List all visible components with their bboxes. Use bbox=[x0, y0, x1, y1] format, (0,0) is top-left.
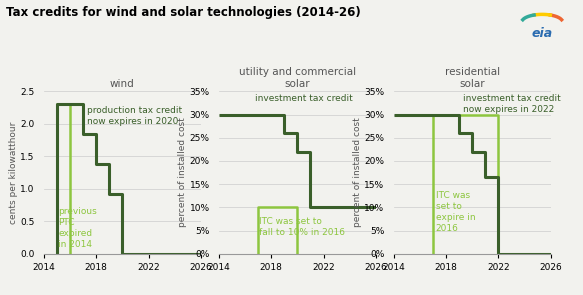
Y-axis label: cents per kilowatthour: cents per kilowatthour bbox=[9, 121, 17, 224]
Text: Tax credits for wind and solar technologies (2014-26): Tax credits for wind and solar technolog… bbox=[6, 6, 360, 19]
Text: previous
PTC
expired
in 2014: previous PTC expired in 2014 bbox=[58, 207, 97, 249]
Y-axis label: percent of installed cost: percent of installed cost bbox=[178, 118, 187, 227]
Text: ITC was set to
fall to 10% in 2016: ITC was set to fall to 10% in 2016 bbox=[259, 217, 345, 237]
Text: ITC was
set to
expire in
2016: ITC was set to expire in 2016 bbox=[436, 191, 475, 233]
Title: utility and commercial
solar: utility and commercial solar bbox=[239, 67, 356, 89]
Y-axis label: percent of installed cost: percent of installed cost bbox=[353, 118, 361, 227]
Text: production tax credit
now expires in 2020: production tax credit now expires in 202… bbox=[87, 106, 182, 126]
Text: investment tax credit: investment tax credit bbox=[255, 94, 353, 103]
Text: investment tax credit
now expires in 2022: investment tax credit now expires in 202… bbox=[463, 94, 561, 114]
Title: residential
solar: residential solar bbox=[445, 67, 500, 89]
Title: wind: wind bbox=[110, 79, 135, 89]
Text: eia: eia bbox=[532, 27, 553, 40]
